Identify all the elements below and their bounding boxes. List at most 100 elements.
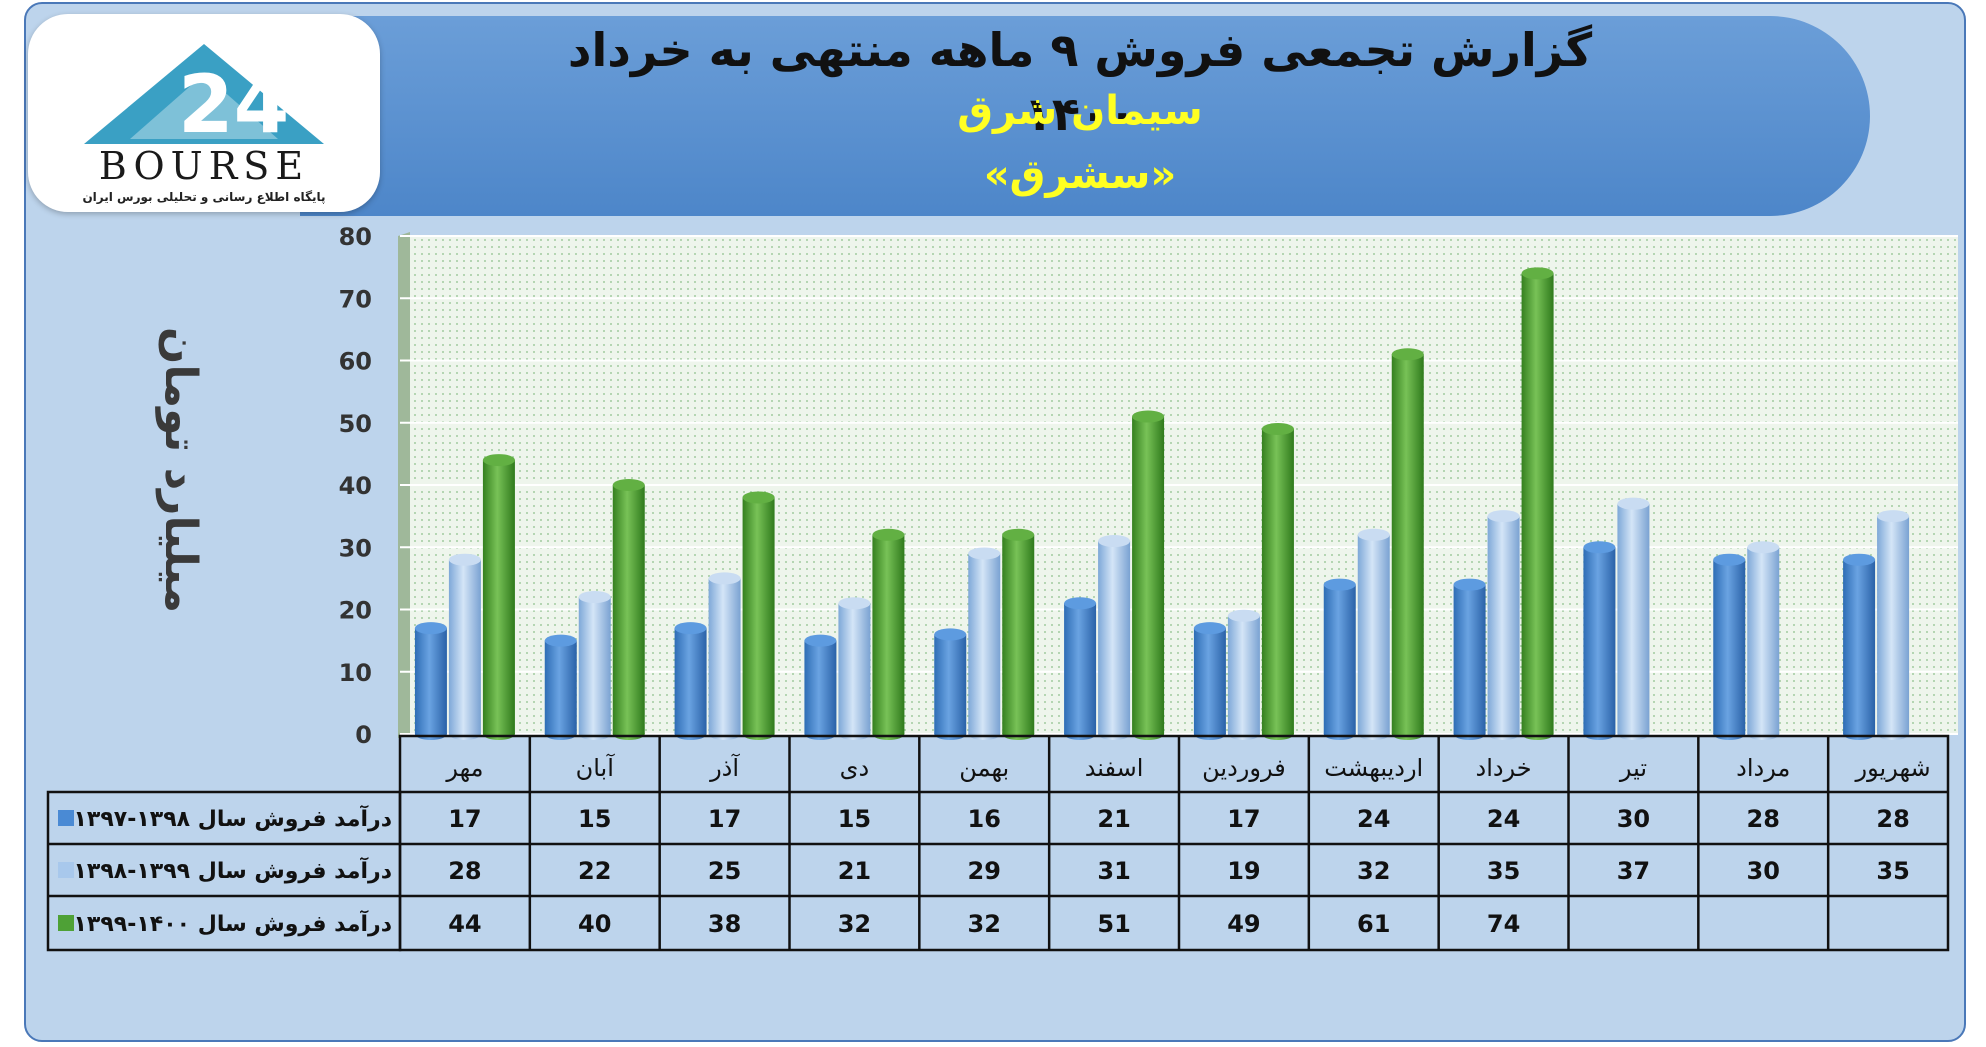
data-label: 28	[1747, 805, 1780, 833]
y-tick-label: 70	[339, 285, 372, 313]
bar	[1521, 267, 1554, 740]
bar	[1391, 348, 1424, 740]
bar	[1323, 578, 1356, 740]
legend-swatch	[58, 810, 74, 826]
y-tick-label: 0	[355, 721, 372, 749]
data-label: 51	[1097, 910, 1130, 938]
bar	[414, 622, 447, 740]
bar	[1877, 510, 1910, 740]
x-tick-label: آذر	[709, 753, 740, 782]
y-tick-label: 60	[339, 348, 372, 376]
data-label: 44	[448, 910, 481, 938]
data-label: 32	[838, 910, 871, 938]
x-tick-label: شهریور	[1855, 754, 1931, 782]
data-label: 35	[1876, 857, 1909, 885]
data-label: 17	[1227, 805, 1260, 833]
data-label: 19	[1227, 857, 1260, 885]
x-tick-label: بهمن	[959, 754, 1009, 782]
y-tick-label: 30	[339, 534, 372, 562]
y-tick-label: 80	[339, 223, 372, 251]
bar	[968, 547, 1001, 740]
bar	[1357, 528, 1390, 740]
legend-entry: درآمد فروش سال ۱۳۹۸-۱۳۹۷	[74, 804, 393, 832]
y-tick-label: 40	[339, 472, 372, 500]
data-label: 40	[578, 910, 611, 938]
data-label: 30	[1747, 857, 1780, 885]
y-tick-label: 20	[339, 597, 372, 625]
data-label: 32	[968, 910, 1001, 938]
y-tick-label: 10	[339, 659, 372, 687]
data-label: 37	[1617, 857, 1650, 885]
data-label: 35	[1487, 857, 1520, 885]
logo-triangle-icon: 24	[84, 44, 324, 151]
data-label: 24	[1487, 805, 1520, 833]
bar	[872, 528, 905, 740]
bar	[838, 597, 871, 740]
bar	[1193, 622, 1226, 740]
bar	[1261, 422, 1294, 740]
legend-swatch	[58, 915, 74, 931]
x-tick-label: اردیبهشت	[1324, 754, 1423, 782]
bar	[1617, 497, 1650, 740]
legend-entry: درآمد فروش سال ۱۴۰۰-۱۳۹۹	[74, 909, 393, 937]
data-label: 61	[1357, 910, 1390, 938]
data-label: 15	[578, 805, 611, 833]
bar	[1098, 535, 1131, 740]
bar	[1713, 553, 1746, 740]
x-tick-label: فروردین	[1202, 754, 1286, 782]
x-tick-label: اسفند	[1085, 754, 1144, 782]
bar	[448, 553, 481, 740]
ticker-symbol: «سشرق»	[983, 152, 1177, 198]
data-label: 21	[1097, 805, 1130, 833]
data-label: 24	[1357, 805, 1390, 833]
bar	[742, 491, 775, 740]
bar	[1487, 510, 1520, 740]
x-tick-label: مهر	[445, 754, 483, 782]
legend-swatch	[58, 862, 74, 878]
legend-entry: درآمد فروش سال ۱۳۹۹-۱۳۹۸	[74, 856, 393, 884]
bar	[1747, 541, 1780, 740]
bar	[1227, 609, 1260, 740]
bar	[1453, 578, 1486, 740]
bar	[1583, 541, 1616, 740]
data-label: 21	[838, 857, 871, 885]
data-label: 22	[578, 857, 611, 885]
x-tick-label: تیر	[1619, 754, 1647, 782]
data-label: 30	[1617, 805, 1650, 833]
data-label: 49	[1227, 910, 1260, 938]
x-tick-label: دی	[840, 754, 869, 782]
bar	[612, 479, 645, 740]
bar	[674, 622, 707, 740]
data-label: 17	[708, 805, 741, 833]
bar	[934, 628, 967, 740]
title-banner	[300, 16, 1870, 216]
bar	[1843, 553, 1876, 740]
logo-tagline: پایگاه اطلاع رسانی و تحلیلی بورس ایران	[82, 190, 326, 204]
data-label: 32	[1357, 857, 1390, 885]
data-label: 31	[1097, 857, 1130, 885]
bar	[1132, 410, 1165, 740]
data-label: 74	[1487, 910, 1520, 938]
x-tick-label: آبان	[576, 753, 616, 782]
x-tick-label: خرداد	[1476, 754, 1532, 782]
data-label: 38	[708, 910, 741, 938]
bourse24-logo: 24 BOURSE پایگاه اطلاع رسانی و تحلیلی بو…	[28, 14, 380, 212]
data-label: 15	[838, 805, 871, 833]
data-label: 16	[968, 805, 1001, 833]
logo-word: BOURSE	[98, 144, 310, 188]
data-label: 17	[448, 805, 481, 833]
chart-title: گزارش تجمعی فروش ۹ ماهه منتهی به خرداد ۱…	[567, 23, 1593, 141]
data-label: 29	[968, 857, 1001, 885]
data-label: 28	[1876, 805, 1909, 833]
data-label: 28	[448, 857, 481, 885]
bar	[544, 634, 577, 740]
bar	[1064, 597, 1097, 740]
row-label-border	[46, 790, 402, 952]
bar	[1002, 528, 1035, 740]
x-tick-label: مرداد	[1736, 754, 1790, 782]
company-name: سیمان شرق	[957, 88, 1203, 134]
logo-number: 24	[178, 58, 289, 144]
bar	[804, 634, 837, 740]
data-label: 25	[708, 857, 741, 885]
